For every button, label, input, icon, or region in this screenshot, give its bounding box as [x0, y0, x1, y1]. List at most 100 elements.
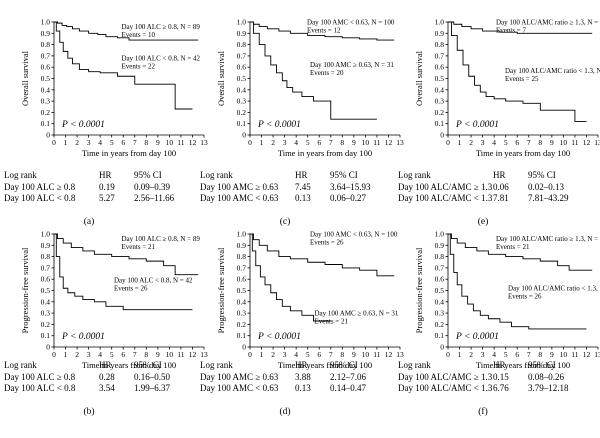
- table-cell: Day 100 ALC/AMC < 1.3: [398, 383, 493, 393]
- y-tick-label: 0.5: [435, 286, 445, 295]
- x-tick-label: 1: [458, 138, 462, 147]
- series-label: Day 100 ALC/AMC ratio < 1.3, N = 32: [505, 67, 600, 75]
- table-header: HR: [295, 360, 308, 370]
- x-tick-label: 6: [121, 138, 125, 147]
- y-axis-label: Overall survival: [414, 50, 424, 106]
- x-tick-label: 13: [200, 138, 208, 147]
- x-tick-label: 13: [396, 350, 404, 359]
- y-tick-label: 0.1: [237, 119, 247, 128]
- x-tick-label: 9: [550, 138, 554, 147]
- x-tick-label: 12: [385, 350, 393, 359]
- x-tick-label: 10: [560, 350, 568, 359]
- y-tick-label: 0.2: [435, 320, 445, 329]
- x-tick-label: 5: [504, 350, 508, 359]
- km-curve-series-1: [250, 233, 331, 322]
- y-tick-label: 0.9: [435, 29, 445, 38]
- table-cell: Day 100 AMC < 0.63: [200, 193, 279, 203]
- table-cell: Day 100 ALC/AMC ≥ 1.3: [398, 372, 493, 382]
- x-tick-label: 7: [329, 138, 333, 147]
- y-tick-label: 0.4: [435, 297, 445, 306]
- y-tick-label: 0.6: [237, 63, 247, 72]
- km-curve-series-0: [250, 21, 395, 41]
- y-tick-label: 0.4: [435, 85, 445, 94]
- y-tick-label: 0: [440, 131, 444, 140]
- x-tick-label: 8: [538, 138, 542, 147]
- x-tick-label: 12: [385, 138, 393, 147]
- y-tick-label: 1.0: [435, 18, 445, 27]
- panel-label: (d): [279, 406, 290, 417]
- events-label: Events = 10: [122, 31, 156, 39]
- table-header: HR: [493, 360, 506, 370]
- events-label: Events = 25: [505, 75, 539, 83]
- km-curve-series-1: [448, 21, 587, 122]
- km-curve-series-1: [54, 21, 193, 110]
- y-tick-label: 0.5: [237, 286, 247, 295]
- y-tick-label: 0.2: [41, 320, 51, 329]
- events-label: Events = 20: [310, 69, 344, 77]
- y-tick-label: 0.1: [435, 119, 445, 128]
- km-curve-series-0: [54, 233, 199, 276]
- y-tick-label: 0: [242, 131, 246, 140]
- x-tick-label: 11: [177, 138, 184, 147]
- y-tick-label: 0.5: [41, 74, 51, 83]
- x-tick-label: 2: [469, 138, 473, 147]
- x-tick-label: 11: [373, 138, 380, 147]
- y-tick-label: 1.0: [237, 230, 247, 239]
- panel-label: (a): [84, 216, 95, 227]
- y-tick-label: 0.6: [435, 63, 445, 72]
- km-curve-series-0: [448, 233, 593, 271]
- y-tick-label: 0.5: [435, 74, 445, 83]
- y-tick-label: 0.9: [41, 241, 51, 250]
- x-tick-label: 8: [538, 350, 542, 359]
- x-tick-label: 0: [52, 350, 56, 359]
- table-header: HR: [99, 360, 112, 370]
- x-tick-label: 8: [340, 350, 344, 359]
- x-tick-label: 9: [550, 350, 554, 359]
- x-tick-label: 12: [189, 138, 197, 147]
- x-tick-label: 12: [583, 350, 591, 359]
- x-tick-label: 3: [481, 138, 485, 147]
- y-tick-label: 0.7: [237, 51, 247, 60]
- x-tick-label: 5: [306, 138, 310, 147]
- table-cell: 7.81–43.29: [528, 193, 569, 203]
- y-tick-label: 0.8: [237, 40, 247, 49]
- p-value-annotation: P < 0.0001: [455, 332, 499, 342]
- x-tick-label: 5: [110, 350, 114, 359]
- y-tick-label: 0.4: [41, 297, 51, 306]
- y-tick-label: 0.4: [237, 85, 247, 94]
- table-cell: 0.08–0.26: [528, 372, 565, 382]
- table-cell: 3.64–15.93: [330, 182, 371, 192]
- x-tick-label: 3: [283, 350, 287, 359]
- y-tick-label: 0.8: [41, 40, 51, 49]
- x-tick-label: 4: [294, 138, 298, 147]
- series-label: Day 100 ALC ≥ 0.8, N = 89: [122, 23, 201, 31]
- table-cell: 7.45: [295, 182, 311, 192]
- table-cell: 0.06: [493, 182, 509, 192]
- table-header: HR: [493, 170, 506, 180]
- x-tick-label: 7: [527, 350, 531, 359]
- table-cell: 0.02–0.13: [528, 182, 565, 192]
- y-tick-label: 0.2: [237, 320, 247, 329]
- p-value-annotation: P < 0.0001: [61, 120, 105, 130]
- km-curve-series-1: [54, 233, 193, 311]
- events-label: Events = 21: [315, 317, 349, 325]
- events-label: Events = 21: [122, 243, 156, 251]
- x-tick-label: 11: [571, 138, 578, 147]
- km-panel-0: 00.10.20.30.40.50.60.70.80.91.00 1 2 3 4 5 6 7 8…: [4, 18, 208, 228]
- y-tick-label: 0.3: [41, 97, 51, 106]
- series-label: Day 100 ALC < 0.8, N = 42: [114, 277, 193, 285]
- x-tick-label: 8: [144, 138, 148, 147]
- y-tick-label: 0.6: [237, 275, 247, 284]
- panel-label: (c): [280, 216, 291, 227]
- series-label: Day 100 AMC < 0.63, N = 100: [310, 230, 398, 238]
- events-label: Events = 22: [122, 62, 156, 70]
- x-tick-label: 2: [271, 350, 275, 359]
- events-label: Events = 26: [310, 238, 344, 246]
- x-tick-label: 2: [75, 138, 79, 147]
- x-tick-label: 1: [64, 350, 68, 359]
- x-tick-label: 6: [121, 350, 125, 359]
- table-cell: 7.81: [493, 193, 509, 203]
- table-header: Log rank: [398, 170, 431, 180]
- events-label: Events = 26: [508, 293, 542, 301]
- y-tick-label: 0.3: [41, 309, 51, 318]
